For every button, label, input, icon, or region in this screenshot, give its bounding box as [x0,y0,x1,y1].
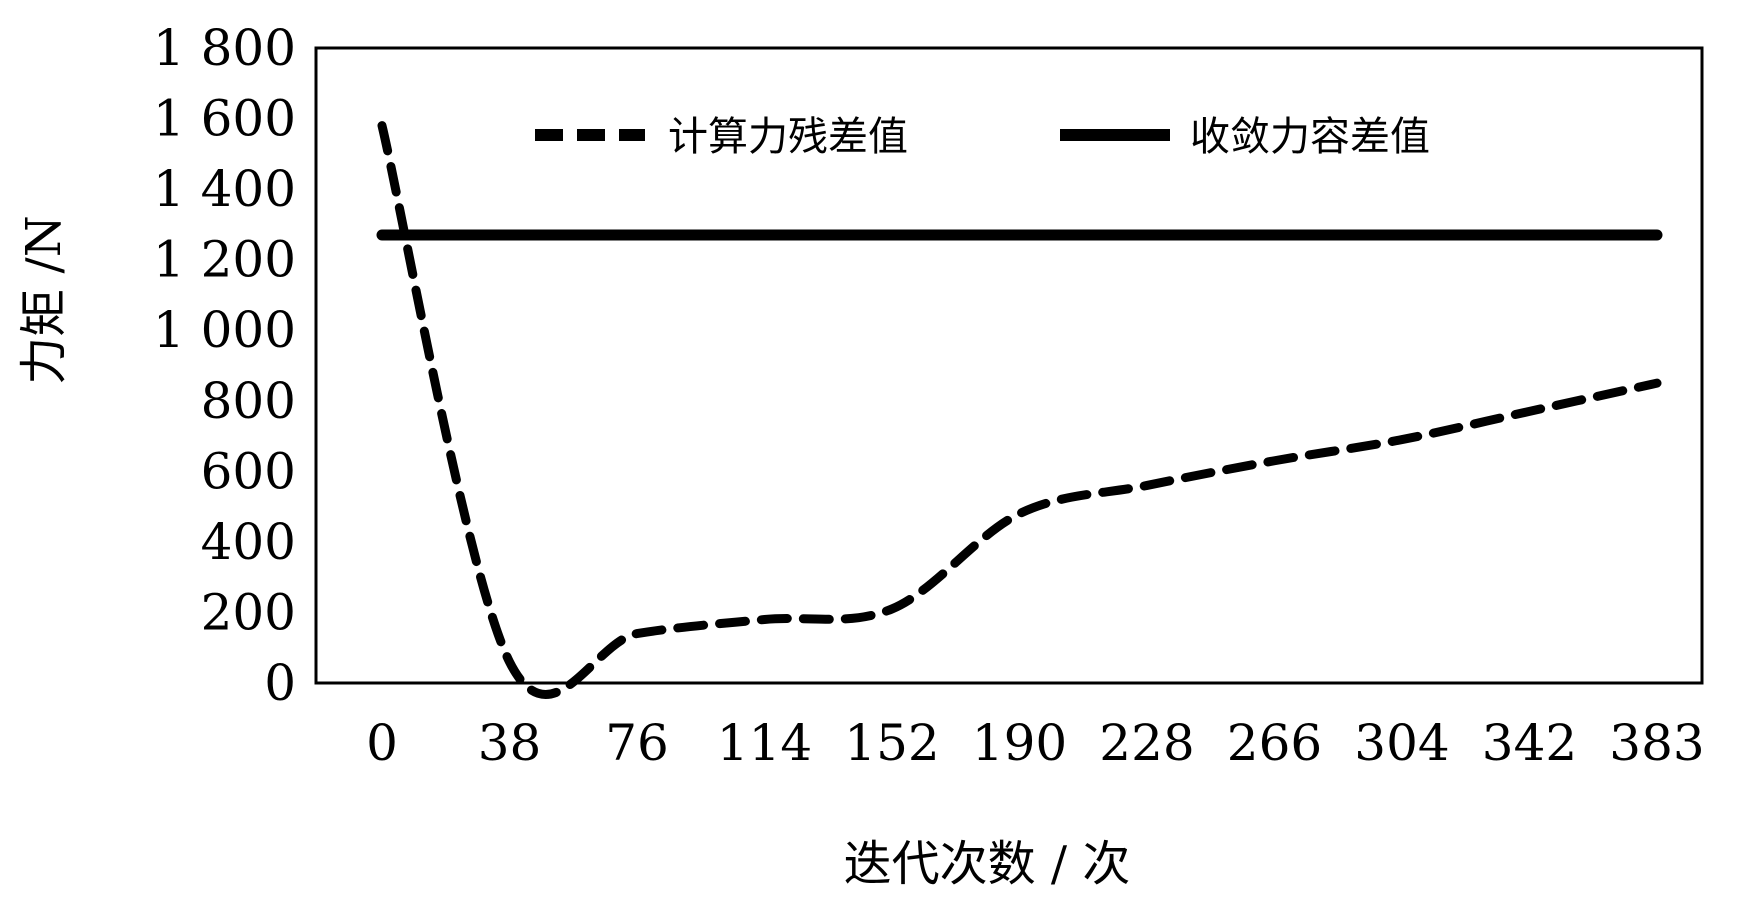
legend: 计算力残差值 收敛力容差值 [535,114,1430,160]
x-tick-label: 304 [1354,714,1449,772]
y-axis-ticks: 0 200 400 600 800 1 000 1 200 1 400 1 600 1 800 [153,19,296,712]
series-layer [376,121,1663,699]
x-axis-label: 迭代次数 / 次 [844,836,1131,892]
y-tick-label: 0 [264,654,296,712]
series-line-residual [377,121,1662,699]
x-tick-label: 76 [605,714,669,772]
legend-label-tolerance: 收敛力容差值 [1190,114,1430,160]
y-tick-label: 1 000 [153,301,296,359]
y-tick-label: 600 [201,442,296,500]
x-tick-label: 383 [1609,714,1704,772]
y-tick-label: 1 600 [153,90,296,148]
legend-label-residual: 计算力残差值 [668,114,908,160]
x-tick-label: 114 [717,714,812,772]
x-tick-label: 0 [366,714,398,772]
y-tick-label: 800 [201,372,296,430]
y-tick-label: 400 [201,513,296,571]
y-tick-label: 1 400 [153,160,296,218]
x-tick-label: 266 [1227,714,1322,772]
y-tick-label: 1 800 [153,19,296,77]
x-tick-label: 342 [1482,714,1577,772]
x-tick-label: 190 [972,714,1067,772]
y-axis-label: 力矩 /N [16,215,72,384]
y-tick-label: 200 [201,583,296,641]
plot-area-frame [314,46,1704,685]
x-tick-label: 38 [478,714,542,772]
x-axis-ticks: 0 38 76 114 152 190 228 266 304 342 383 [366,714,1705,772]
x-tick-label: 152 [844,714,939,772]
x-tick-label: 228 [1099,714,1194,772]
y-tick-label: 1 200 [153,231,296,289]
